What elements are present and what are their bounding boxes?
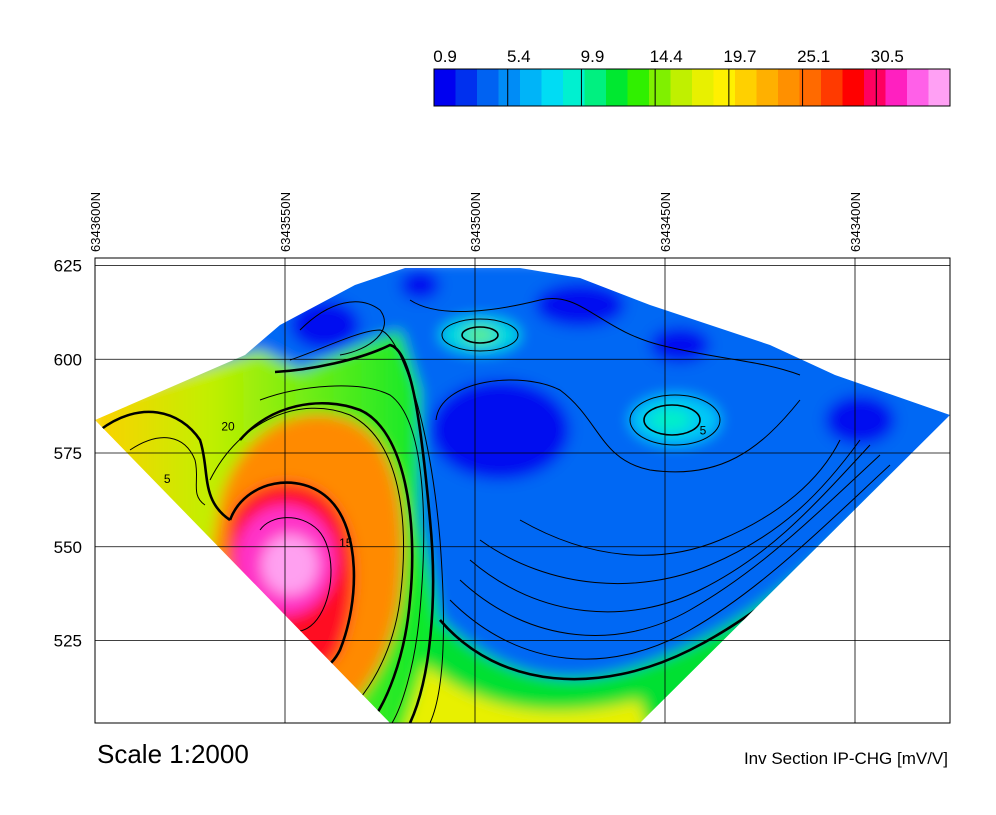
field-bottom-band-yellow	[380, 640, 650, 723]
colorbar-swatch	[498, 69, 521, 106]
colorbar-swatch	[627, 69, 650, 106]
colorbar-label: 14.4	[650, 47, 683, 66]
scale-label: Scale 1:2000	[97, 739, 249, 769]
x-tick-label: 6343450N	[658, 192, 673, 252]
colorbar-label: 25.1	[797, 47, 830, 66]
plot-frame	[94, 257, 951, 724]
field-low-top-4	[400, 270, 440, 300]
colorbar-dividers	[433, 69, 877, 106]
colorbar-swatch	[928, 69, 951, 106]
colorbar-label: 9.9	[581, 47, 605, 66]
field-low-top-2	[535, 283, 625, 327]
contour-lines	[99, 298, 906, 723]
colorbar-swatches	[434, 69, 951, 106]
contour-label: 20	[221, 420, 235, 434]
colorbar-swatch	[692, 69, 714, 106]
colorbar-swatch	[563, 69, 585, 106]
heatmap-section: 20 5 15 5	[94, 257, 951, 724]
colorbar-labels: 0.9 5.4 9.9 14.4 19.7 25.1 30.5	[433, 47, 904, 66]
x-tick-label: 6343400N	[848, 192, 863, 252]
contour-label: 5	[700, 423, 707, 437]
field-anomaly-pink	[262, 535, 318, 595]
colorbar-swatch	[756, 69, 779, 106]
colorbar-swatch	[713, 69, 736, 106]
colorbar-swatch	[520, 69, 542, 106]
colorbar-label: 19.7	[723, 47, 756, 66]
field-low-top-1	[290, 300, 360, 350]
x-tick-label: 6343600N	[88, 192, 103, 252]
colorbar-swatch	[434, 69, 456, 106]
y-tick-label: 625	[54, 257, 82, 276]
colorbar-swatch	[821, 69, 843, 106]
colorbar-swatch	[584, 69, 607, 106]
colorbar: 0.9 5.4 9.9 14.4 19.7 25.1 30.5	[433, 47, 951, 107]
field-low-center	[430, 380, 570, 480]
contour-label: 15	[339, 536, 353, 550]
x-tick-label: 6343550N	[278, 192, 293, 252]
colorbar-swatch	[864, 69, 886, 106]
colorbar-swatch	[541, 69, 564, 106]
colorbar-swatch	[735, 69, 757, 106]
contour-labels: 20 5 15 5	[164, 420, 707, 550]
y-tick-label: 575	[54, 444, 82, 463]
x-axis-tick-labels: 6343600N 6343550N 6343500N 6343450N 6343400N	[88, 192, 863, 252]
y-tick-label: 600	[54, 350, 82, 369]
colorbar-swatch	[455, 69, 478, 106]
field-high-top-core	[465, 327, 495, 343]
field-high-right-core	[648, 408, 692, 432]
colorbar-swatch	[606, 69, 628, 106]
y-axis-tick-labels: 625 600 575 550 525	[54, 257, 82, 651]
y-tick-label: 525	[54, 632, 82, 651]
plot-grid	[94, 258, 950, 723]
contour-label: 5	[164, 472, 171, 486]
colorbar-label: 30.5	[871, 47, 904, 66]
colorbar-swatch	[907, 69, 929, 106]
section-title: Inv Section IP-CHG [mV/V]	[744, 749, 948, 768]
colorbar-swatch	[649, 69, 671, 106]
colorbar-label: 0.9	[433, 47, 457, 66]
colorbar-swatch	[477, 69, 499, 106]
colorbar-swatch	[778, 69, 800, 106]
colorbar-swatch	[670, 69, 693, 106]
y-tick-label: 550	[54, 538, 82, 557]
colorbar-label: 5.4	[507, 47, 531, 66]
field-low-right	[825, 395, 895, 445]
colorbar-swatch	[842, 69, 865, 106]
colorbar-swatch	[799, 69, 822, 106]
x-tick-label: 6343500N	[468, 192, 483, 252]
colorbar-swatch	[885, 69, 908, 106]
